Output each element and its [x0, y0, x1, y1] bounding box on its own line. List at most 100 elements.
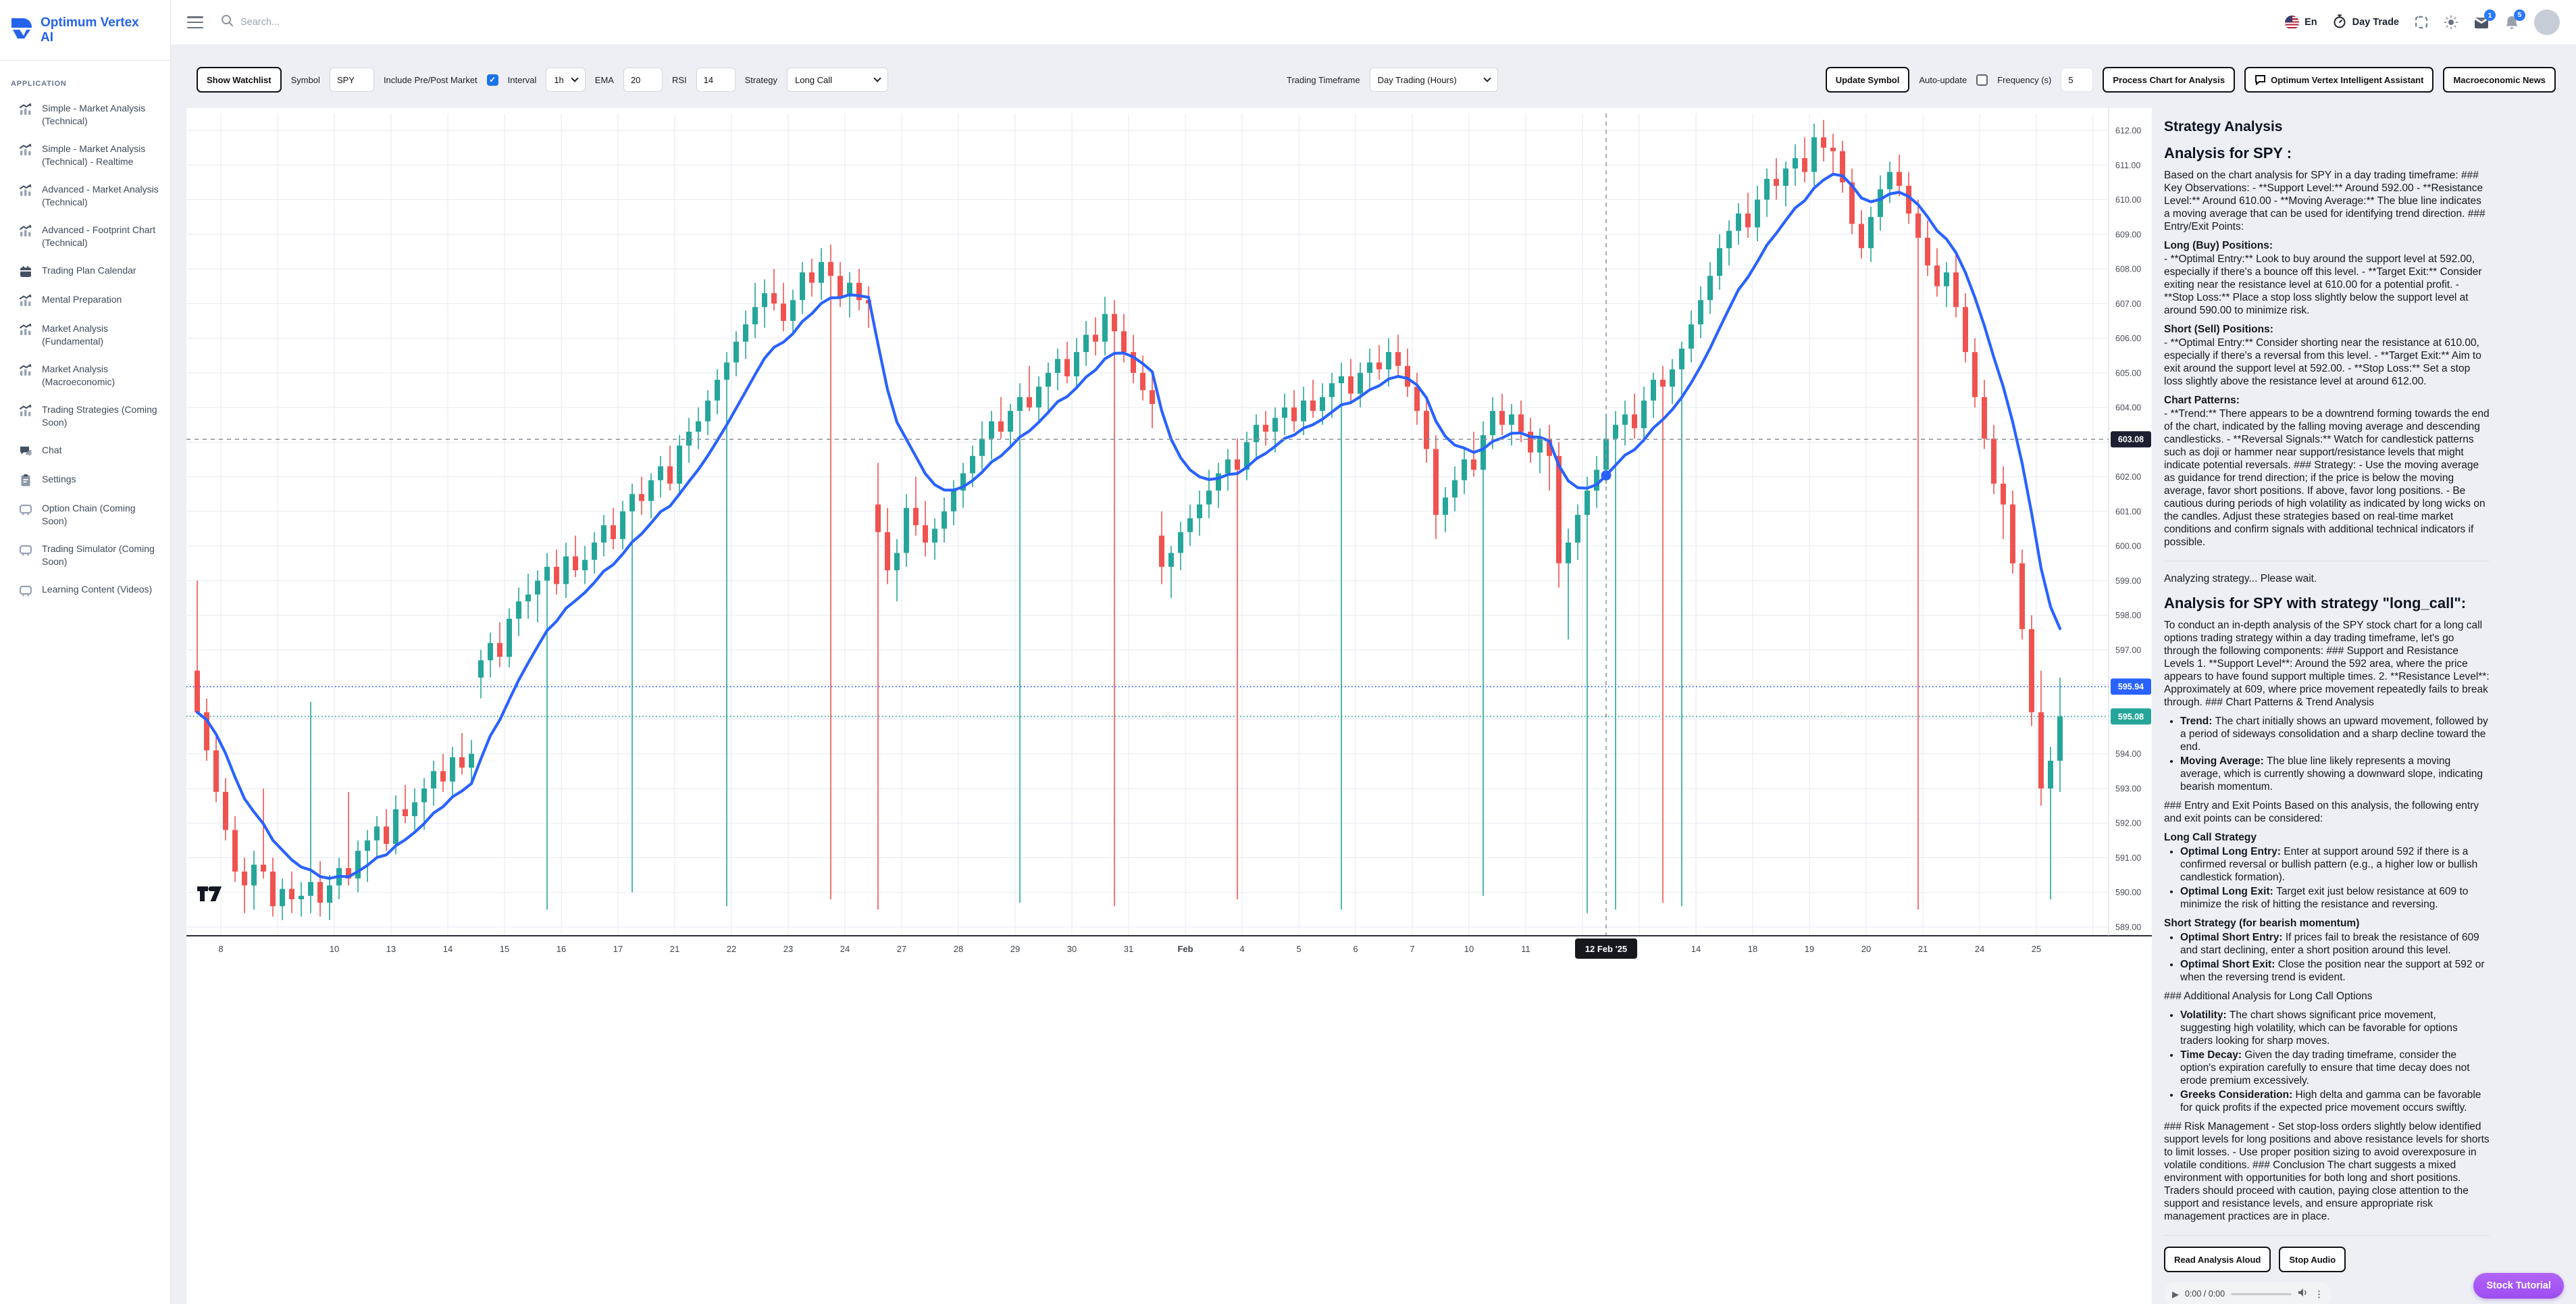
- analysis-actions: Read Analysis Aloud Stop Audio: [2164, 1247, 2562, 1272]
- sidebar-item-chat[interactable]: Chat: [0, 436, 170, 466]
- us-flag-icon: [2285, 15, 2300, 30]
- svg-text:19: 19: [1805, 944, 1814, 954]
- sidebar-item-mental-preparation[interactable]: Mental Preparation: [0, 286, 170, 315]
- sidebar-item-label: Simple - Market Analysis (Technical): [42, 103, 146, 126]
- svg-text:17: 17: [613, 944, 623, 954]
- price-chart[interactable]: 589.00 590.00 591.00 592.00 593.00 594.00 597.…: [186, 108, 2152, 961]
- svg-text:602.00: 602.00: [2115, 472, 2141, 482]
- sidebar-item-learning-content-videos[interactable]: Learning Content (Videos): [0, 576, 170, 605]
- analysis-panel: Strategy Analysis Analysis for SPY : Based…: [2152, 108, 2576, 1304]
- sidebar-item-advanced-market-analysis-technical[interactable]: Advanced - Market Analysis (Technical): [0, 176, 170, 216]
- include-prepost-label: Include Pre/Post Market: [383, 74, 478, 85]
- svg-text:18: 18: [1748, 944, 1757, 954]
- language-selector[interactable]: En: [2285, 15, 2317, 30]
- chart-icon: [19, 363, 32, 377]
- sidebar-item-market-analysis-macroeconomic[interactable]: Market Analysis (Macroeconomic): [0, 355, 170, 396]
- chart-toolbar-middle: Trading Timeframe Day Trading (Hours): [1287, 67, 1498, 93]
- sidebar-item-label: Settings: [42, 474, 76, 484]
- svg-text:611.00: 611.00: [2115, 161, 2140, 170]
- ema-input[interactable]: [623, 68, 663, 92]
- volume-icon[interactable]: [2298, 1288, 2309, 1301]
- tradingview-logo[interactable]: [197, 886, 222, 901]
- include-prepost-checkbox[interactable]: ✓: [486, 74, 498, 86]
- strategy-select[interactable]: Long Call: [787, 68, 889, 92]
- analysis-bullet-list: Trend: The chart initially shows an upwa…: [2164, 715, 2490, 793]
- sidebar-item-market-analysis-fundamental[interactable]: Market Analysis (Fundamental): [0, 315, 170, 355]
- sidebar-item-label: Advanced - Market Analysis (Technical): [42, 184, 159, 207]
- symbol-input[interactable]: [329, 68, 374, 92]
- svg-text:607.00: 607.00: [2115, 299, 2141, 309]
- analysis-paragraph: - **Optimal Entry:** Look to buy around …: [2164, 253, 2482, 316]
- sidebar-item-label: Trading Simulator (Coming Soon): [42, 543, 155, 567]
- svg-text:Feb: Feb: [1177, 944, 1193, 954]
- menu-toggle-icon[interactable]: [187, 16, 203, 28]
- top-header: En Day Trade 1 5: [171, 0, 2576, 45]
- sidebar-item-option-chain-coming-soon[interactable]: Option Chain (Coming Soon): [0, 495, 170, 535]
- analysis-subheading: Short (Sell) Positions:: [2164, 324, 2273, 335]
- assistant-button[interactable]: Optimum Vertex Intelligent Assistant: [2244, 67, 2434, 93]
- panel-divider: [2164, 1235, 2490, 1236]
- user-avatar[interactable]: [2534, 9, 2560, 35]
- messages-button[interactable]: 1: [2473, 9, 2496, 30]
- svg-text:12 Feb '25: 12 Feb '25: [1585, 944, 1627, 954]
- kebab-menu-icon[interactable]: ⋮: [2315, 1288, 2323, 1299]
- macro-news-button[interactable]: Macroeconomic News: [2443, 67, 2556, 93]
- notifications-badge: 5: [2514, 9, 2525, 21]
- sidebar-item-simple-market-analysis-technical-realtime[interactable]: Simple - Market Analysis (Technical) - R…: [0, 135, 170, 176]
- fullscreen-button[interactable]: [2414, 15, 2429, 30]
- process-chart-button[interactable]: Process Chart for Analysis: [2103, 67, 2236, 93]
- auto-update-checkbox[interactable]: [1976, 74, 1988, 86]
- ema-crosshair-dot: [1601, 470, 1612, 481]
- analysis-paragraph: To conduct an in-depth analysis of the S…: [2164, 620, 2490, 708]
- show-watchlist-button[interactable]: Show Watchlist: [197, 67, 282, 93]
- frequency-input[interactable]: [2061, 68, 2094, 92]
- audio-player[interactable]: ▶ 0:00 / 0:00 ⋮: [2164, 1282, 2332, 1304]
- time-axis: 8 10 13 14 15 16 17 21 22 23 24 27 28 29 30 31 Feb 4 5 6 7 10…: [218, 944, 2041, 954]
- crosshair-badge-603.08: 603.08: [2111, 431, 2151, 448]
- screen-icon: [19, 503, 32, 516]
- svg-text:10: 10: [330, 944, 339, 954]
- chat-bubble-icon: [2255, 75, 2266, 85]
- update-symbol-button[interactable]: Update Symbol: [1825, 67, 1910, 93]
- panel-title: Strategy Analysis: [2164, 119, 2283, 134]
- analysis-content: Strategy Analysis Analysis for SPY : Based…: [2164, 119, 2490, 1236]
- notifications-button[interactable]: 5: [2504, 9, 2525, 30]
- analysis-subheading: Long (Buy) Positions:: [2164, 240, 2273, 251]
- analysis-bullet: Volatility: The chart shows significant …: [2180, 1009, 2490, 1047]
- play-icon[interactable]: ▶: [2172, 1288, 2179, 1299]
- sidebar-item-settings[interactable]: Settings: [0, 466, 170, 495]
- sidebar-item-simple-market-analysis-technical[interactable]: Simple - Market Analysis (Technical): [0, 95, 170, 135]
- audio-progress[interactable]: [2231, 1293, 2292, 1295]
- read-aloud-button[interactable]: Read Analysis Aloud: [2164, 1247, 2271, 1272]
- interval-select[interactable]: 1h: [546, 68, 586, 92]
- svg-text:21: 21: [670, 944, 679, 954]
- brand-name: Optimum Vertex AI: [41, 15, 139, 45]
- analysis-heading: Analysis for SPY with strategy "long_cal…: [2164, 595, 2467, 611]
- theme-toggle-button[interactable]: [2444, 15, 2458, 30]
- analysis-paragraph: ### Risk Management - Set stop-loss orde…: [2164, 1121, 2490, 1222]
- sidebar-item-label: Trading Plan Calendar: [42, 265, 136, 276]
- trading-timeframe-select[interactable]: Day Trading (Hours): [1369, 68, 1498, 92]
- svg-text:5: 5: [1296, 944, 1301, 954]
- svg-text:7: 7: [1410, 944, 1414, 954]
- day-trade-mode[interactable]: Day Trade: [2332, 14, 2399, 32]
- analysis-bullet-list: Volatility: The chart shows significant …: [2164, 1009, 2490, 1114]
- svg-text:31: 31: [1124, 944, 1133, 954]
- sidebar-item-trading-simulator-coming-soon[interactable]: Trading Simulator (Coming Soon): [0, 535, 170, 576]
- sidebar-item-trading-strategies-coming-soon[interactable]: Trading Strategies (Coming Soon): [0, 396, 170, 436]
- sidebar-item-label: Advanced - Footprint Chart (Technical): [42, 224, 156, 248]
- search-input[interactable]: [240, 17, 524, 28]
- sidebar-item-trading-plan-calendar[interactable]: Trading Plan Calendar: [0, 257, 170, 286]
- stock-tutorial-button[interactable]: Stock Tutorial: [2473, 1273, 2564, 1299]
- frequency-label: Frequency (s): [1997, 74, 2052, 85]
- sidebar-item-advanced-footprint-chart-technical[interactable]: Advanced - Footprint Chart (Technical): [0, 216, 170, 257]
- svg-text:600.00: 600.00: [2115, 542, 2141, 551]
- price-lines-layer: [186, 686, 2109, 718]
- rsi-input[interactable]: [696, 68, 736, 92]
- stop-audio-button[interactable]: Stop Audio: [2279, 1247, 2346, 1272]
- svg-text:30: 30: [1067, 944, 1077, 954]
- chart-toolbar-right: Update Symbol Auto-update Frequency (s) …: [1825, 67, 2556, 93]
- messages-badge: 1: [2484, 9, 2496, 21]
- screen-icon: [19, 584, 32, 597]
